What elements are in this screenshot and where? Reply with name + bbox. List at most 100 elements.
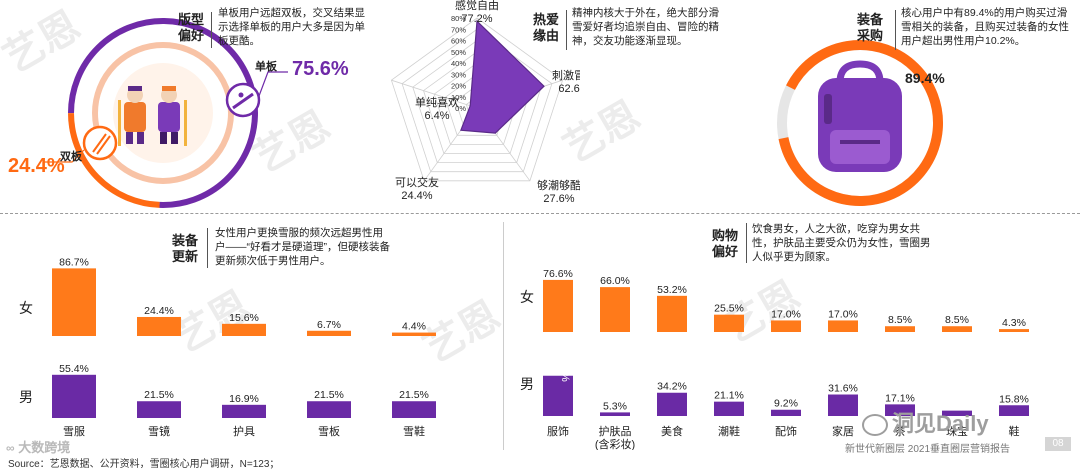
skiers-illustration xyxy=(118,86,187,146)
bar-label-female: 17.0% xyxy=(828,308,858,320)
bar-label-male: 5.3% xyxy=(603,400,627,412)
bar-male xyxy=(885,404,915,416)
bar-female xyxy=(307,330,351,336)
category-label: 护肤品 xyxy=(599,424,632,438)
radar-value-label: 27.6% xyxy=(543,193,574,205)
bar-female xyxy=(714,314,744,332)
radar-axis-label: 可以交友 xyxy=(395,175,439,189)
shop-note: 饮食男女，人之大欲，吃穿为男女共性，护肤品主要受众仍为女性，雪圈男人似乎更为顾家… xyxy=(752,223,931,263)
radar-tick-label: 70% xyxy=(451,25,466,34)
bar-male xyxy=(714,401,744,416)
series-label-female: 女 xyxy=(520,289,534,305)
source-note: Source：艺恩数据、公开资料，雪圈核心用户调研，N=123； xyxy=(8,459,280,470)
radar-grid xyxy=(401,28,553,173)
series-label-male: 男 xyxy=(520,376,534,392)
bar-male xyxy=(828,394,858,416)
category-label: 鞋 xyxy=(1009,424,1020,438)
radar-value-label: 24.4% xyxy=(401,190,432,202)
page-number: 08 xyxy=(1045,437,1071,451)
radar-spoke xyxy=(391,79,478,109)
single-board-arc xyxy=(68,18,258,208)
gear-chart xyxy=(777,40,943,206)
bar-label-female: 76.6% xyxy=(543,268,573,280)
bar-label-male: 21.5% xyxy=(144,389,174,401)
radar-axis-label: 刺激冒险 xyxy=(552,68,580,82)
radar-note: 精神内核大于外在，绝大部分滑雪爱好者均追崇自由、冒险的精神，交友功能逐渐显现。 xyxy=(572,7,719,47)
bar-female xyxy=(999,329,1029,332)
panel-separator xyxy=(503,222,504,450)
category-label: 雪镜 xyxy=(148,424,170,438)
category-label: 珠宝 xyxy=(946,424,968,438)
bar-male xyxy=(307,401,351,418)
bar-male xyxy=(52,374,96,418)
category-label: 配饰 xyxy=(775,424,797,438)
bar-female xyxy=(828,320,858,332)
bar-label-female: 8.5% xyxy=(888,314,912,326)
wechat-icon xyxy=(862,414,888,437)
category-label: 家居 xyxy=(832,424,854,438)
category-label: 潮鞋 xyxy=(718,424,740,438)
bar-label-male: 16.9% xyxy=(229,393,259,405)
radar-axis-label: 感觉自由 xyxy=(455,0,499,12)
update-bar-chart: 女男 86.7% 55.4% 雪服 24.4% 21.5% 雪镜 15.6% 16.9% 护具 6.… xyxy=(19,256,436,438)
bar-male xyxy=(942,410,972,416)
radar-value-label: 6.4% xyxy=(424,110,449,122)
bar-male xyxy=(600,412,630,416)
bar-label-female: 6.7% xyxy=(317,319,341,331)
category-label: 服饰 xyxy=(547,424,569,438)
bar-male xyxy=(137,401,181,418)
bar-label-female: 86.7% xyxy=(59,256,89,268)
radar-value-label: 77.2% xyxy=(461,13,492,25)
section-divider xyxy=(0,213,1080,214)
bar-female xyxy=(222,323,266,336)
bar-male xyxy=(543,375,573,416)
series-label-female: 女 xyxy=(19,300,33,316)
shop-tag: 购物 偏好 xyxy=(712,228,739,259)
radar-axis-label: 够潮够酷 xyxy=(537,178,580,192)
gear-pct-arc xyxy=(778,40,943,206)
update-tag: 装备 更新 xyxy=(172,233,199,264)
bar-female xyxy=(600,287,630,332)
radar-tick-label: 60% xyxy=(451,37,466,46)
bar-male xyxy=(999,405,1029,416)
bar-label-male: 55.4% xyxy=(59,363,89,375)
bar-label-female: 53.2% xyxy=(657,284,687,296)
corner-brand: ∞ 大数跨境 xyxy=(6,440,71,455)
board-chart xyxy=(44,18,288,208)
radar-tick-label: 0% xyxy=(455,104,466,113)
bar-label-female: 4.4% xyxy=(402,321,426,333)
board-note: 单板用户远超双板，交叉结果显示选择单板的用户大多是因为单板更酷。 xyxy=(218,7,365,47)
bar-label-female: 25.5% xyxy=(714,303,744,315)
single-board-pct: 75.6% xyxy=(292,58,349,80)
bar-male xyxy=(657,392,687,416)
gear-pct: 89.4% xyxy=(905,70,945,86)
bar-female xyxy=(657,295,687,332)
radar-tick-label: 20% xyxy=(451,82,466,91)
bar-label-female: 24.4% xyxy=(144,305,174,317)
bar-label-male: 17.1% xyxy=(885,392,915,404)
bar-female xyxy=(52,268,96,336)
bar-label-male: 34.2% xyxy=(657,381,687,393)
bar-female xyxy=(392,332,436,336)
inner-ring xyxy=(92,42,234,184)
bar-label-male: 21.5% xyxy=(399,389,429,401)
gear-tag: 装备 采购 xyxy=(857,12,884,43)
bar-label-male: 59.2% xyxy=(559,351,571,382)
shop-bar-chart: 女男 76.6% 59.2% 服饰 66.0% 5.3% 护肤品(含彩妆) 53.2% 34.2… xyxy=(520,268,1029,450)
category-label: 雪鞋 xyxy=(403,424,425,438)
channel-name: 洞见Daily xyxy=(862,406,989,438)
bar-label-female: 66.0% xyxy=(600,275,630,287)
radar-tag: 热爱 缘由 xyxy=(533,12,560,43)
update-note: 女性用户更换雪服的频次远超男性用户——“好看才是硬道理”，但硬核装备更新频次低于… xyxy=(215,227,390,267)
bar-label-male: 21.5% xyxy=(314,389,344,401)
report-title: 新世代新圈层 2021垂直圈层营销报告 xyxy=(845,444,1011,455)
bar-label-male: 9.2% xyxy=(774,398,798,410)
double-board-pct: 24.4% xyxy=(8,155,65,177)
bar-label-female: 17.0% xyxy=(771,308,801,320)
radar-area xyxy=(460,19,545,134)
radar-grid xyxy=(390,17,564,182)
radar-axis-label: 单纯喜欢 xyxy=(415,95,459,109)
radar-value-label: 62.6% xyxy=(558,83,580,95)
category-label: 雪板 xyxy=(318,424,340,438)
category-label: 美食 xyxy=(661,424,683,438)
